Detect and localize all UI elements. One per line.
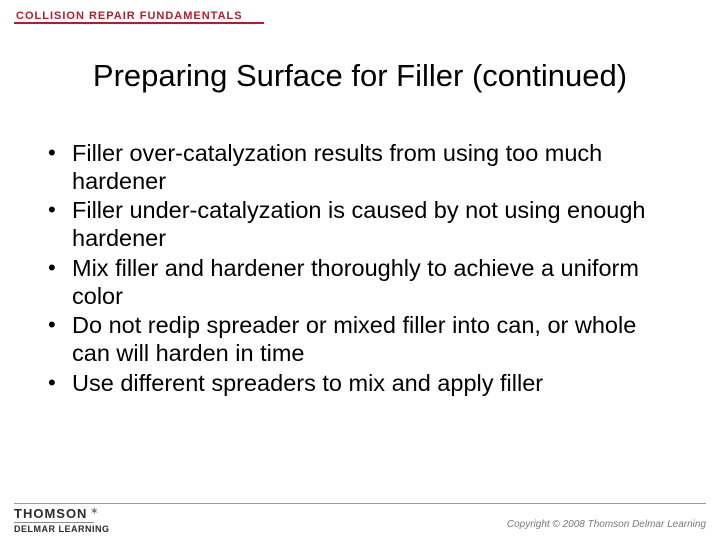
publisher-divider (14, 522, 94, 523)
bullet-item: Filler over-catalyzation results from us… (44, 140, 676, 195)
footer-divider (14, 503, 706, 504)
slide-title: Preparing Surface for Filler (continued) (0, 58, 720, 94)
publisher-bottom: DELMAR LEARNING (14, 525, 110, 534)
copyright-text: Copyright © 2008 Thomson Delmar Learning (507, 519, 706, 530)
bullet-item: Filler under-catalyzation is caused by n… (44, 197, 676, 252)
publisher-top-text: THOMSON (14, 506, 87, 521)
footer-publisher: THOMSON✶ DELMAR LEARNING (14, 507, 110, 534)
header-band: COLLISION REPAIR FUNDAMENTALS (0, 0, 720, 24)
bullet-item: Mix filler and hardener thoroughly to ac… (44, 255, 676, 310)
bullet-item: Do not redip spreader or mixed filler in… (44, 312, 676, 367)
publisher-top: THOMSON✶ (14, 507, 110, 520)
slide-body: Filler over-catalyzation results from us… (44, 140, 676, 399)
header-underline (14, 22, 264, 24)
slide: COLLISION REPAIR FUNDAMENTALS Preparing … (0, 0, 720, 540)
bullet-list: Filler over-catalyzation results from us… (44, 140, 676, 397)
star-icon: ✶ (90, 506, 99, 516)
bullet-item: Use different spreaders to mix and apply… (44, 370, 676, 398)
